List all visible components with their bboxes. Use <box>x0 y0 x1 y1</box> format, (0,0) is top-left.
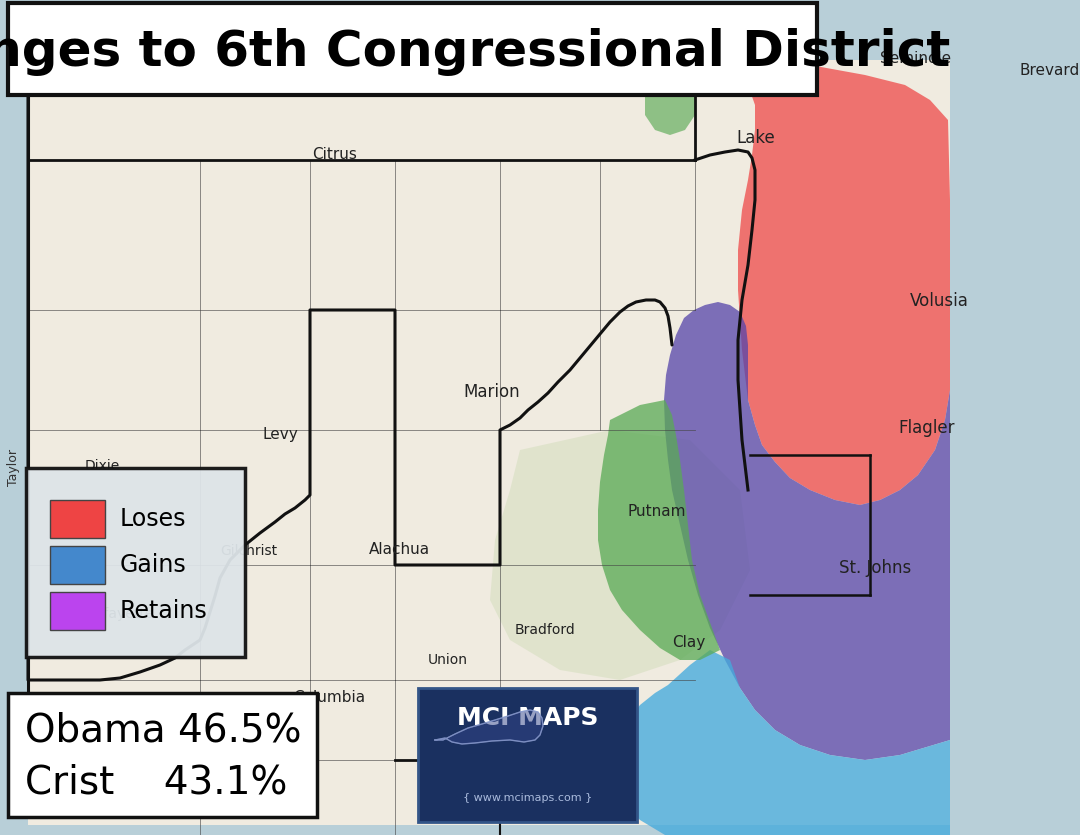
Bar <box>950 60 1080 835</box>
Text: Obama 46.5%: Obama 46.5% <box>25 711 301 749</box>
Text: Orange: Orange <box>747 38 804 53</box>
Text: Changes to 6th Congressional District: Changes to 6th Congressional District <box>0 28 950 76</box>
Text: Loses: Loses <box>120 507 187 531</box>
Bar <box>50 592 105 630</box>
Text: Putnam: Putnam <box>627 504 686 519</box>
Text: Volusia: Volusia <box>910 291 969 310</box>
Text: Gains: Gains <box>120 553 187 577</box>
Polygon shape <box>696 65 950 505</box>
Text: Alachua: Alachua <box>369 542 430 557</box>
Text: Marion: Marion <box>463 383 519 402</box>
Text: Union: Union <box>428 653 469 666</box>
Text: Levy: Levy <box>262 427 299 442</box>
Text: Suwannee: Suwannee <box>138 706 218 721</box>
Text: Seminole: Seminole <box>880 51 951 66</box>
Text: Retains: Retains <box>120 599 207 623</box>
Polygon shape <box>490 430 750 680</box>
Text: Lafayette: Lafayette <box>87 607 154 620</box>
Text: Taylor: Taylor <box>8 449 21 486</box>
Text: Crist    43.1%: Crist 43.1% <box>25 763 287 801</box>
Text: Hernando: Hernando <box>254 44 329 59</box>
FancyBboxPatch shape <box>8 693 318 817</box>
Text: St. Johns: St. Johns <box>839 559 910 577</box>
Text: Flagler: Flagler <box>899 418 955 437</box>
Text: Bradford: Bradford <box>515 624 576 637</box>
Polygon shape <box>598 400 720 660</box>
Text: Gilchrist: Gilchrist <box>220 544 276 558</box>
Text: { www.mcimaps.com }: { www.mcimaps.com } <box>463 793 592 803</box>
Text: Brevard: Brevard <box>1020 63 1080 78</box>
Bar <box>50 500 105 538</box>
FancyBboxPatch shape <box>26 468 245 657</box>
Bar <box>0 0 28 835</box>
FancyBboxPatch shape <box>418 688 637 822</box>
Text: Clay: Clay <box>673 635 705 650</box>
Text: Columbia: Columbia <box>294 690 365 705</box>
Text: Citrus: Citrus <box>312 147 357 162</box>
Bar <box>50 546 105 584</box>
Polygon shape <box>664 302 950 760</box>
Bar <box>0 825 1080 835</box>
Text: Lake: Lake <box>737 129 775 147</box>
Polygon shape <box>610 650 950 835</box>
Text: Dixie: Dixie <box>85 459 120 473</box>
Polygon shape <box>435 710 543 744</box>
Polygon shape <box>645 65 696 135</box>
Text: MCI MAPS: MCI MAPS <box>457 706 598 730</box>
FancyBboxPatch shape <box>8 3 816 95</box>
